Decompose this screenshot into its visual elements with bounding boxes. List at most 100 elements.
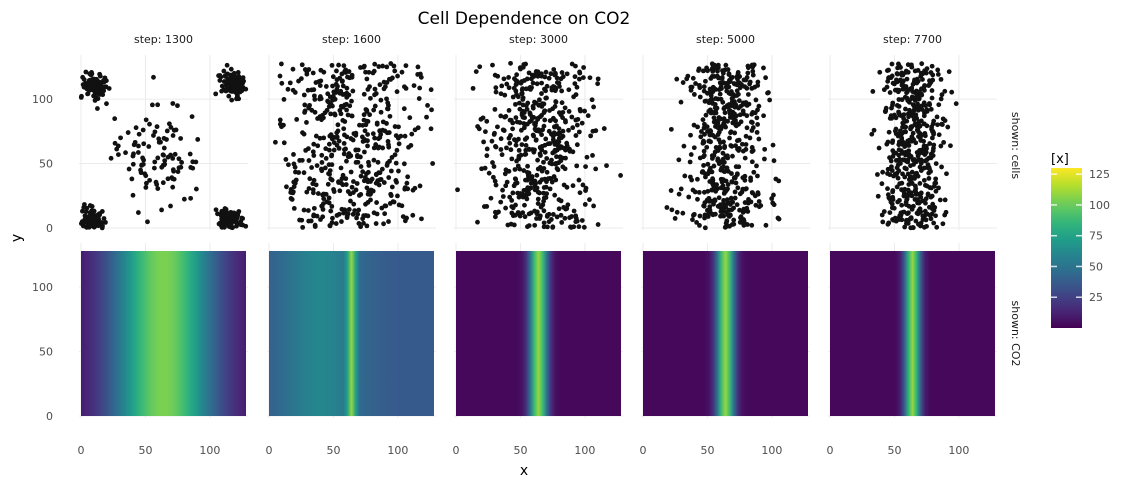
cell-point — [322, 165, 328, 171]
cell-point — [141, 141, 147, 147]
cell-point — [885, 139, 891, 145]
cell-point — [376, 64, 382, 69]
cell-point — [722, 224, 728, 230]
cell-point — [532, 121, 537, 127]
cell-point — [396, 141, 402, 147]
cell-point — [720, 158, 726, 164]
cell-point — [235, 210, 241, 216]
cell-point — [909, 64, 915, 70]
cell-point — [715, 156, 721, 162]
cell-point — [735, 70, 741, 75]
cell-point — [709, 187, 715, 193]
cell-point — [747, 79, 753, 85]
cell-point — [385, 106, 391, 112]
cell-point — [919, 61, 925, 67]
cell-point — [584, 154, 590, 160]
cell-point — [557, 84, 562, 89]
cell-point — [682, 173, 688, 179]
cell-point — [559, 88, 565, 94]
cell-point — [555, 131, 561, 137]
cell-point — [306, 186, 312, 191]
cell-point — [477, 64, 483, 70]
cell-point — [938, 76, 944, 82]
cell-point — [490, 174, 496, 180]
cell-point — [717, 145, 723, 151]
cell-point — [721, 116, 727, 122]
cell-point — [386, 130, 392, 135]
cell-point — [392, 152, 398, 158]
cell-point — [879, 181, 885, 187]
cell-point — [135, 210, 141, 215]
cell-point — [894, 184, 900, 190]
cell-point — [329, 62, 335, 68]
y-tick-label: 100 — [32, 93, 53, 106]
cell-point — [668, 188, 674, 193]
cell-point — [897, 156, 903, 162]
cell-point — [341, 151, 347, 157]
cell-point — [717, 116, 723, 122]
cell-point — [564, 71, 570, 77]
cell-point — [771, 158, 777, 164]
cell-point — [550, 116, 556, 122]
cell-point — [516, 147, 522, 153]
cell-point — [576, 177, 582, 183]
cell-point — [535, 196, 541, 202]
cell-point — [541, 123, 547, 129]
cell-point — [556, 126, 562, 132]
cell-point — [356, 221, 362, 226]
cell-point — [744, 103, 750, 108]
cell-point — [562, 166, 568, 172]
cell-point — [544, 83, 550, 89]
cell-point — [776, 216, 782, 222]
cell-point — [753, 202, 759, 208]
cell-point — [688, 84, 694, 90]
cell-point — [235, 70, 241, 75]
cell-point — [776, 178, 782, 184]
cell-point — [348, 169, 354, 175]
cell-point — [690, 217, 695, 223]
cell-point — [948, 143, 953, 149]
panel — [454, 243, 623, 418]
cell-point — [539, 91, 544, 96]
colorbar-tick-label: 100 — [1089, 199, 1110, 212]
cell-point — [705, 90, 710, 96]
cell-point — [358, 191, 364, 197]
cell-point — [880, 169, 886, 175]
cell-point — [543, 136, 549, 142]
cell-point — [341, 140, 347, 146]
cell-point — [329, 136, 335, 142]
cell-point — [539, 113, 544, 118]
cell-point — [899, 202, 905, 208]
cell-point — [329, 203, 335, 209]
cell-point — [307, 176, 313, 182]
cell-point — [921, 100, 927, 106]
cell-point — [389, 184, 395, 190]
cell-point — [514, 72, 520, 78]
cell-point — [162, 158, 168, 163]
cell-point — [918, 220, 924, 226]
cell-point — [231, 70, 237, 76]
cell-point — [531, 115, 537, 120]
cell-point — [896, 142, 902, 148]
cell-point — [320, 214, 326, 220]
cell-point — [410, 187, 416, 193]
cell-point — [429, 107, 434, 113]
cell-point — [735, 91, 741, 97]
cell-point — [166, 121, 172, 127]
cell-point — [755, 173, 760, 179]
cell-point — [727, 135, 732, 141]
cell-point — [272, 139, 278, 145]
x-tick-label: 50 — [138, 444, 152, 457]
cell-point — [715, 125, 721, 131]
cell-point — [520, 102, 526, 108]
cell-point — [430, 161, 436, 166]
cell-point — [926, 204, 932, 210]
cell-point — [595, 76, 601, 82]
cell-point — [221, 79, 227, 84]
cell-point — [731, 221, 737, 227]
cell-point — [344, 134, 350, 140]
cell-point — [290, 66, 296, 72]
cell-point — [889, 73, 895, 79]
cell-point — [371, 157, 377, 163]
cell-point — [691, 212, 696, 218]
